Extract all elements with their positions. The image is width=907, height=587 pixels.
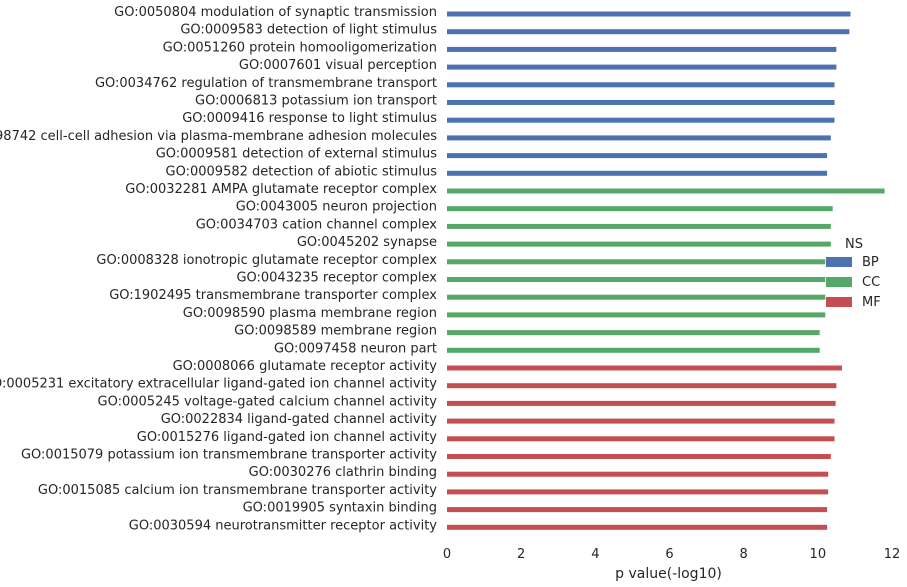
category-label: GO:0034762 regulation of transmembrane t… [95, 76, 437, 91]
bar-cc-11 [447, 206, 833, 212]
category-label: GO:1902495 transmembrane transporter com… [109, 288, 437, 303]
bar-cc-15 [447, 277, 826, 282]
bar-bp-2 [447, 46, 837, 52]
category-label: GO:0015085 calcium ion transmembrane tra… [38, 483, 437, 498]
category-label: GO:0022834 ligand-gated channel activity [161, 412, 438, 427]
legend: NS BP CC MF [826, 237, 881, 310]
bar-mf-26 [447, 471, 829, 477]
category-label: GO:0097458 neuron part [274, 341, 437, 356]
category-label: GO:0008066 glutamate receptor activity [173, 359, 438, 374]
bar-mf-23 [447, 418, 835, 424]
legend-swatch-cc [826, 277, 852, 287]
x-tick-label: 12 [884, 547, 901, 562]
bar-cc-14 [447, 259, 826, 265]
bar-bp-3 [447, 64, 837, 70]
category-label: GO:0009583 detection of light stimulus [180, 23, 437, 38]
bar-bp-9 [447, 170, 828, 176]
category-label: GO:0008328 ionotropic glutamate receptor… [96, 253, 437, 268]
bar-cc-13 [447, 241, 831, 247]
legend-label-bp: BP [862, 255, 879, 270]
bar-cc-10 [447, 188, 885, 194]
bar-bp-7 [447, 135, 831, 141]
legend-label-mf: MF [862, 295, 881, 310]
legend-swatch-bp [826, 257, 852, 267]
x-axis-ticks: 0 2 4 6 8 10 12 [443, 547, 900, 562]
bar-mf-27 [447, 489, 829, 495]
x-tick-label: 6 [665, 547, 673, 562]
category-label: GO:0034703 cation channel complex [196, 217, 438, 232]
bar-mf-24 [447, 436, 835, 442]
bar-mf-22 [447, 400, 836, 406]
category-label: GO:0007601 visual perception [239, 58, 437, 73]
category-label: GO:0098589 membrane region [234, 324, 437, 339]
category-label: GO:0009581 detection of external stimulu… [156, 147, 438, 162]
category-label: GO:0043005 neuron projection [236, 200, 437, 215]
bar-cc-16 [447, 294, 826, 300]
x-axis-title: p value(-log10) [615, 566, 722, 582]
category-label: GO:0009416 response to light stimulus [182, 111, 437, 126]
category-label: GO:0030276 clathrin binding [249, 465, 437, 480]
bar-bp-0 [447, 11, 851, 17]
category-label: GO:0030594 neurotransmitter receptor act… [129, 518, 438, 533]
bar-cc-12 [447, 223, 831, 229]
category-label: GO:0015276 ligand-gated ion channel acti… [137, 430, 438, 445]
category-label: GO:0015079 potassium ion transmembrane t… [21, 448, 437, 463]
bar-mf-25 [447, 454, 831, 459]
bar-mf-28 [447, 507, 828, 513]
bar-bp-4 [447, 82, 835, 88]
category-label: GO:0019905 syntaxin binding [243, 501, 437, 516]
category-label: GO:0005231 excitatory extracellular liga… [0, 377, 437, 392]
category-label: GO:0045202 synapse [297, 235, 437, 250]
category-label: GO:0005245 voltage-gated calcium channel… [98, 394, 438, 409]
legend-label-cc: CC [862, 275, 880, 290]
bars-group [447, 11, 885, 530]
x-tick-label: 0 [443, 547, 451, 562]
bar-mf-20 [447, 365, 842, 371]
category-label: GO:0032281 AMPA glutamate receptor compl… [125, 182, 437, 197]
bar-mf-21 [447, 383, 837, 389]
category-label: GO:0051260 protein homooligomerization [163, 40, 437, 55]
bar-cc-19 [447, 347, 820, 353]
bar-cc-17 [447, 312, 826, 318]
category-labels: GO:0050804 modulation of synaptic transm… [0, 5, 437, 533]
legend-swatch-mf [826, 297, 852, 307]
category-label: GO:0098742 cell-cell adhesion via plasma… [0, 129, 437, 144]
x-tick-label: 2 [517, 547, 525, 562]
bar-bp-6 [447, 117, 835, 123]
bar-bp-5 [447, 100, 835, 105]
category-label: GO:0050804 modulation of synaptic transm… [114, 5, 437, 20]
category-label: GO:0043235 receptor complex [236, 271, 437, 286]
bar-cc-18 [447, 330, 820, 336]
category-label: GO:0098590 plasma membrane region [183, 306, 437, 321]
category-label: GO:0006813 potassium ion transport [195, 94, 437, 109]
x-tick-label: 10 [810, 547, 827, 562]
x-tick-label: 8 [740, 547, 748, 562]
bar-bp-1 [447, 29, 850, 35]
bar-mf-29 [447, 524, 828, 530]
bar-bp-8 [447, 153, 828, 159]
legend-title: NS [845, 237, 863, 252]
category-label: GO:0009582 detection of abiotic stimulus [166, 164, 438, 179]
x-tick-label: 4 [591, 547, 599, 562]
